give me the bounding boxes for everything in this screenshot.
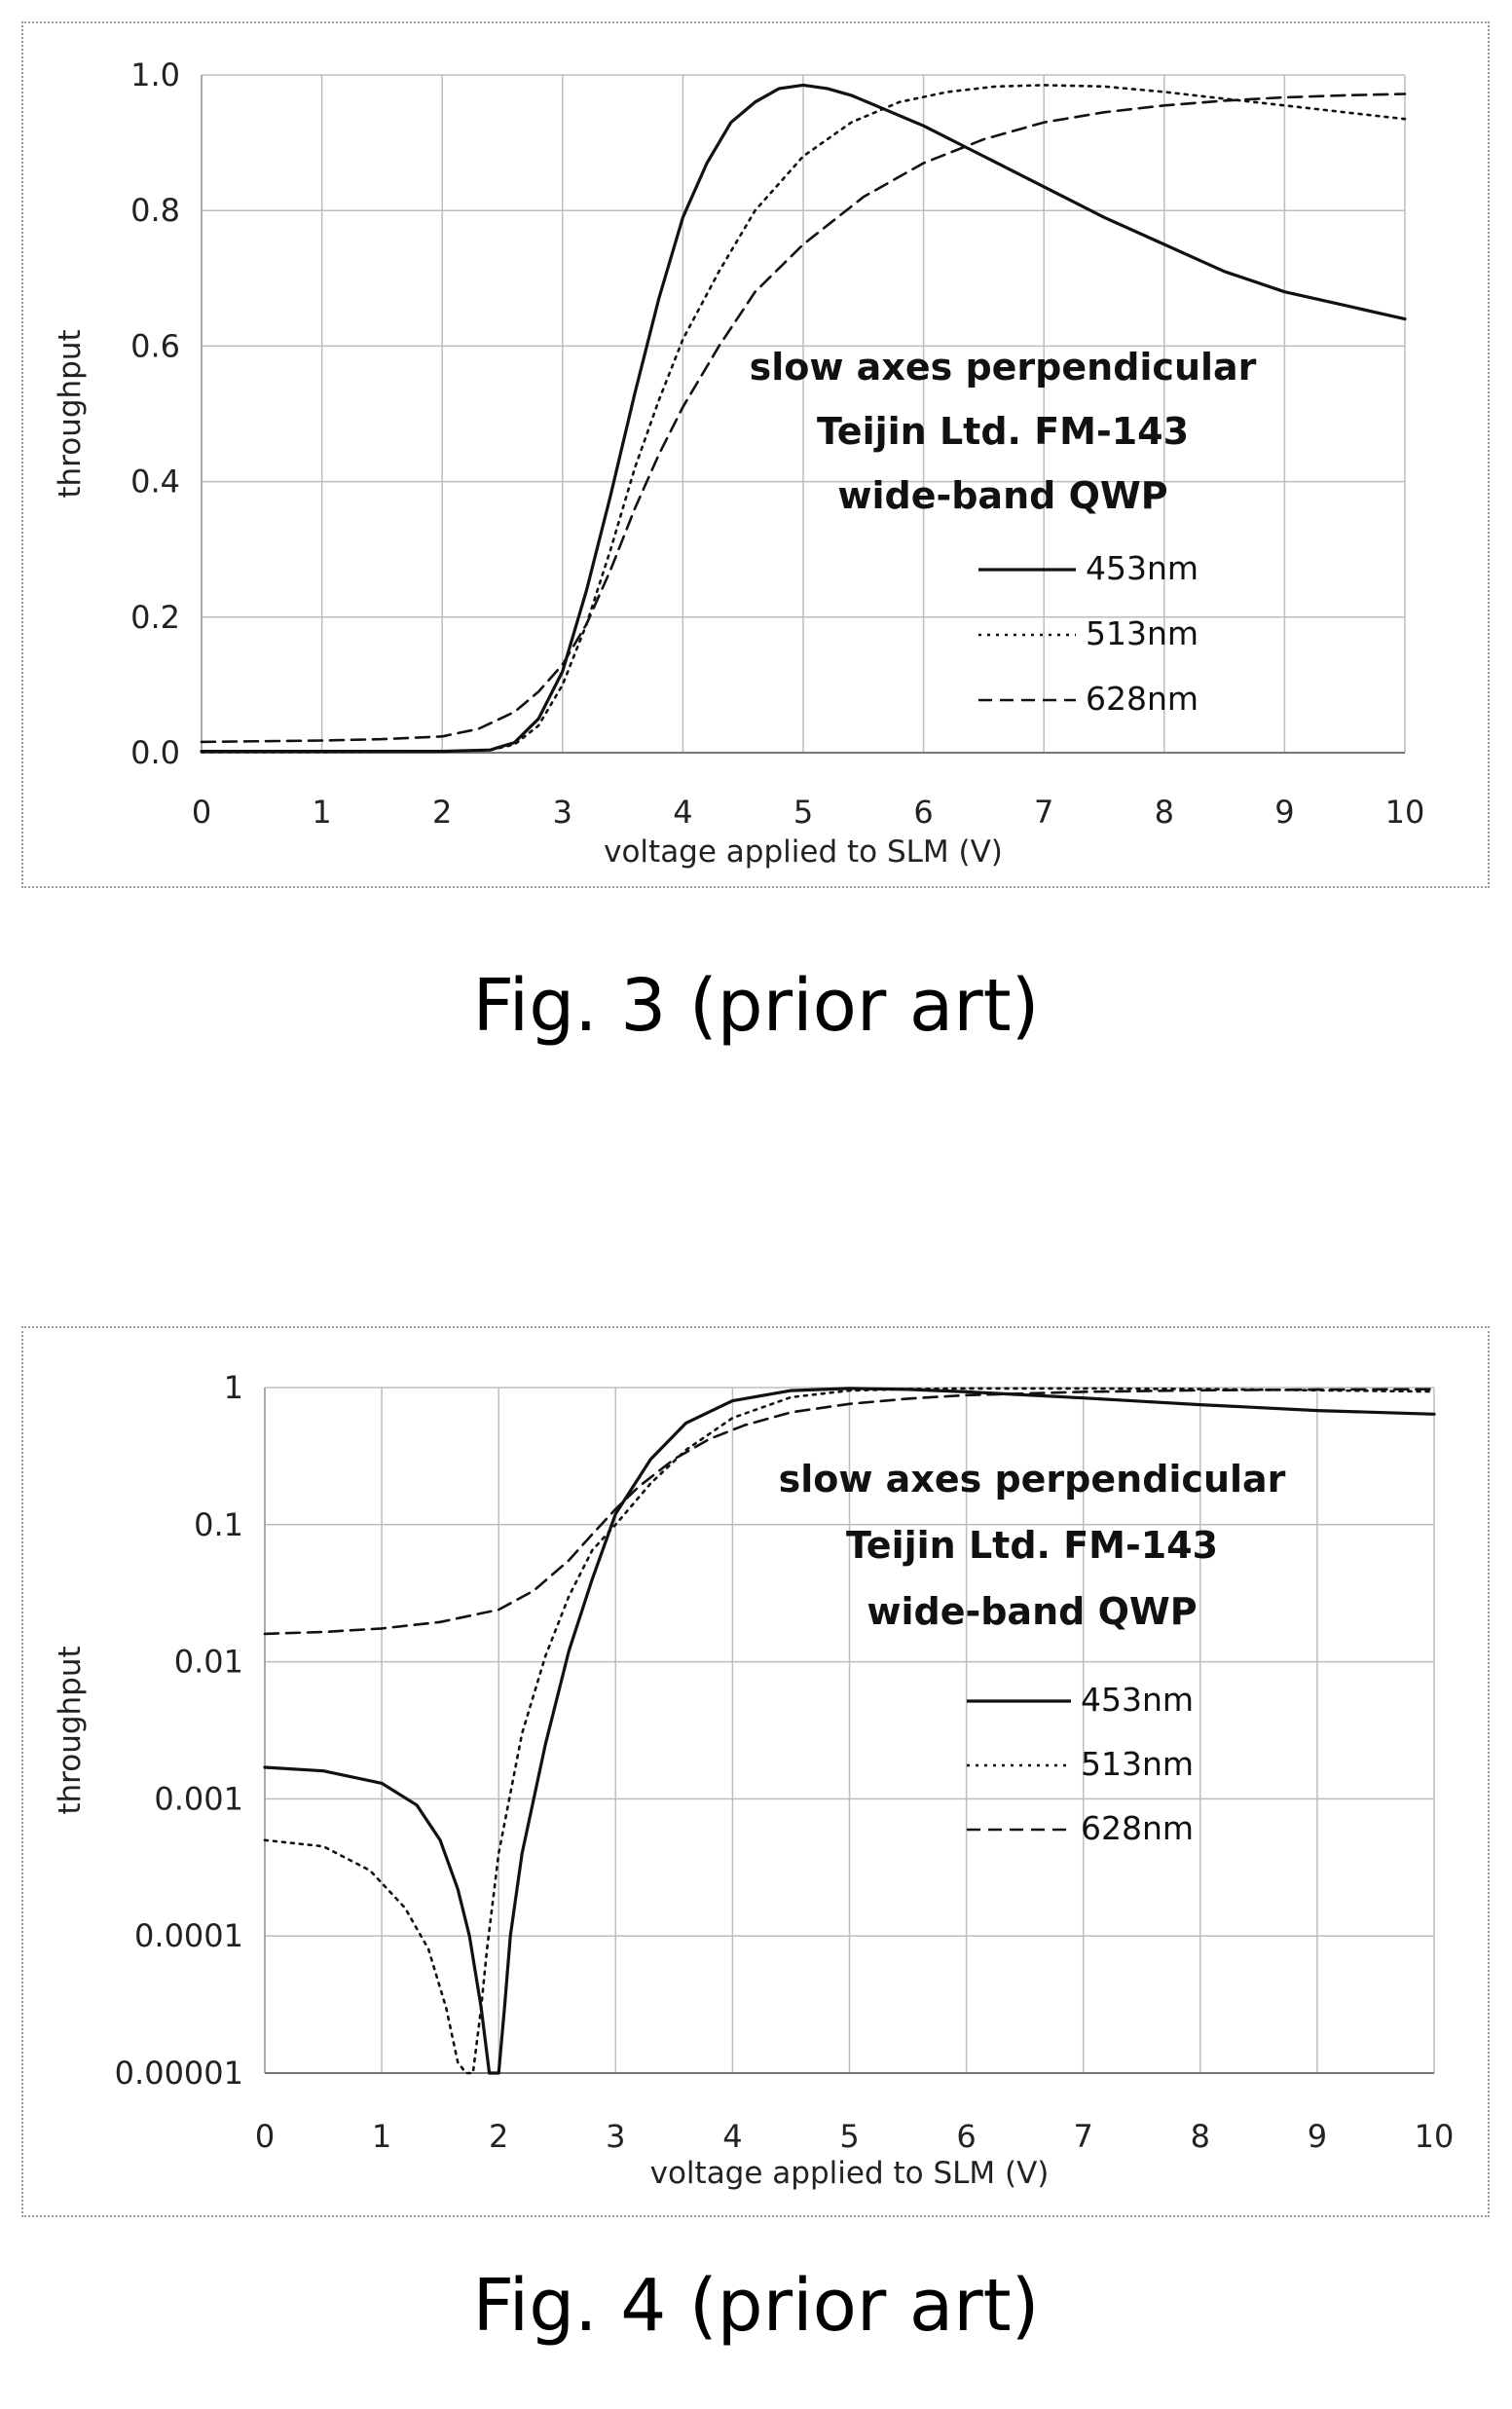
y-tick-label: 0.6 (130, 327, 180, 364)
chart-annotation: wide-band QWP (867, 1590, 1197, 1633)
x-tick-label: 1 (312, 794, 331, 831)
series-line-628nm (263, 1388, 1436, 1636)
x-tick-label: 10 (1415, 2118, 1455, 2155)
legend-label-628nm: 628nm (1086, 680, 1199, 718)
x-tick-label: 3 (553, 794, 572, 831)
chart-annotation: Teijin Ltd. FM-143 (846, 1524, 1218, 1567)
y-axis-label: throughput (53, 329, 88, 498)
x-tick-label: 2 (432, 794, 452, 831)
y-tick-label: 0.0001 (134, 1917, 243, 1954)
x-tick-label: 6 (913, 794, 933, 831)
x-axis-label: voltage applied to SLM (V) (604, 834, 1003, 870)
series-line-513nm (263, 1387, 1436, 2075)
legend-label-453nm: 453nm (1086, 549, 1199, 587)
figure-caption-3: Fig. 3 (prior art) (472, 964, 1040, 1048)
x-tick-label: 8 (1191, 2118, 1210, 2155)
y-tick-label: 0.001 (154, 1780, 243, 1817)
series-line-513nm (200, 84, 1407, 754)
x-tick-label: 9 (1274, 794, 1294, 831)
legend-label-453nm: 453nm (1081, 1681, 1194, 1719)
x-tick-label: 4 (722, 2118, 742, 2155)
chart-annotation: slow axes perpendicular (779, 1458, 1286, 1501)
chart-frame-fig4 (21, 1326, 1490, 2217)
x-tick-label: 7 (1034, 794, 1053, 831)
chart-frame-fig3 (21, 21, 1490, 888)
chart-annotation: slow axes perpendicular (750, 346, 1257, 389)
x-axis-label: voltage applied to SLM (V) (650, 2156, 1050, 2191)
y-tick-label: 1.0 (130, 56, 180, 93)
x-tick-label: 5 (839, 2118, 859, 2155)
series-line-453nm (263, 1387, 1436, 2075)
x-tick-label: 4 (673, 794, 692, 831)
y-tick-label: 0.4 (130, 463, 180, 500)
series-line-453nm (200, 83, 1407, 754)
series-line-628nm (200, 93, 1407, 744)
x-tick-label: 0 (192, 794, 211, 831)
y-tick-label: 1 (224, 1369, 243, 1406)
y-tick-label: 0.01 (174, 1644, 243, 1681)
x-tick-label: 6 (956, 2118, 976, 2155)
y-tick-label: 0.8 (130, 192, 180, 229)
y-tick-label: 0.2 (130, 599, 180, 636)
x-tick-label: 2 (489, 2118, 508, 2155)
chart-annotation: wide-band QWP (837, 474, 1167, 517)
x-tick-label: 3 (606, 2118, 625, 2155)
y-tick-label: 0.00001 (115, 2055, 243, 2092)
x-tick-label: 0 (255, 2118, 275, 2155)
legend-label-513nm: 513nm (1081, 1745, 1194, 1783)
x-tick-label: 5 (793, 794, 813, 831)
legend-label-513nm: 513nm (1086, 614, 1199, 652)
y-axis-label: throughput (53, 1646, 88, 1814)
chart-annotation: Teijin Ltd. FM-143 (817, 410, 1189, 453)
x-tick-label: 10 (1385, 794, 1425, 831)
y-tick-label: 0.0 (130, 734, 180, 771)
y-tick-label: 0.1 (194, 1506, 243, 1543)
legend-label-628nm: 628nm (1081, 1809, 1194, 1847)
figure-caption-4: Fig. 4 (prior art) (472, 2264, 1040, 2348)
x-tick-label: 8 (1155, 794, 1174, 831)
x-tick-label: 9 (1308, 2118, 1327, 2155)
x-tick-label: 1 (372, 2118, 391, 2155)
x-tick-label: 7 (1074, 2118, 1093, 2155)
